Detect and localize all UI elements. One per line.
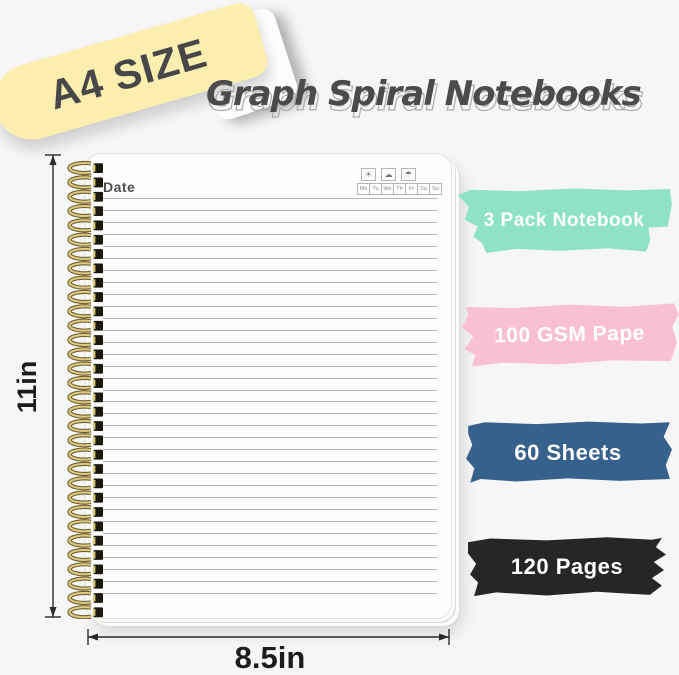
ruled-line (103, 473, 437, 475)
umbrella-icon: ☂ (401, 168, 416, 181)
width-dimension-arrow (87, 629, 450, 645)
height-dimension-arrow (45, 154, 61, 618)
ruled-line (103, 341, 437, 343)
ruled-line (103, 317, 437, 319)
a4-size-label: A4 SIZE (43, 29, 213, 118)
ruled-line (103, 305, 437, 307)
tape-pack-count-label: 3 Pack Notebook (483, 210, 645, 231)
ruled-line (103, 545, 437, 547)
weekday-row: Mo Tu We Th Fr Sa Su (357, 183, 442, 195)
ruled-line (103, 509, 437, 511)
ruled-line (103, 413, 437, 415)
ruled-line (103, 593, 437, 594)
ruled-line (103, 269, 437, 271)
ruled-lines (103, 198, 437, 598)
ruled-line (103, 365, 437, 367)
ruled-line (103, 569, 437, 571)
cloud-icon: ☁ (381, 168, 396, 181)
width-dimension-label: 8.5in (234, 640, 306, 675)
ruled-line (103, 245, 437, 247)
ruled-line (103, 221, 437, 223)
ruled-line (103, 233, 437, 235)
ruled-line (103, 389, 437, 391)
ruled-line (103, 198, 437, 199)
ruled-line (103, 257, 437, 259)
tape-sheet-count: 60 Sheets (466, 421, 672, 483)
tape-paper-weight-label: 100 GSM Pape (493, 321, 646, 348)
sun-icon: ☀ (361, 168, 376, 181)
tape-sheet-count-label: 60 Sheets (514, 439, 622, 465)
spiral-binding (67, 160, 103, 619)
ruled-line (103, 557, 437, 559)
ruled-line (103, 533, 437, 535)
date-label: Date (103, 179, 136, 195)
ruled-line (103, 521, 437, 523)
ruled-line (103, 329, 437, 331)
ruled-line (103, 209, 437, 211)
page-title-shadow: Graph Spiral Notebooks (207, 78, 644, 119)
tape-pack-count: 3 Pack Notebook (458, 188, 672, 253)
ruled-line (103, 281, 437, 283)
page-title: Graph Spiral Notebooks Graph Spiral Note… (206, 74, 676, 134)
weekday-cell: Su (429, 183, 442, 195)
ruled-line (103, 581, 437, 583)
ruled-line (103, 461, 437, 463)
ruled-line (103, 293, 437, 295)
ruled-line (103, 353, 437, 355)
tape-page-count: 120 Pages (468, 537, 666, 597)
ruled-line (103, 437, 437, 439)
tape-paper-weight: 100 GSM Pape (459, 302, 679, 368)
ruled-line (103, 425, 437, 427)
ruled-line (103, 485, 437, 487)
tape-page-count-label: 120 Pages (510, 554, 624, 579)
ruled-line (103, 449, 437, 451)
ruled-line (103, 401, 437, 403)
ruled-line (103, 497, 437, 499)
weather-icon-row: ☀ ☁ ☂ (361, 168, 416, 181)
ruled-line (103, 377, 437, 379)
page-title-text: Graph Spiral Notebooks (206, 74, 642, 114)
notebook-page (85, 153, 452, 619)
height-dimension-label: 11in (12, 360, 42, 414)
